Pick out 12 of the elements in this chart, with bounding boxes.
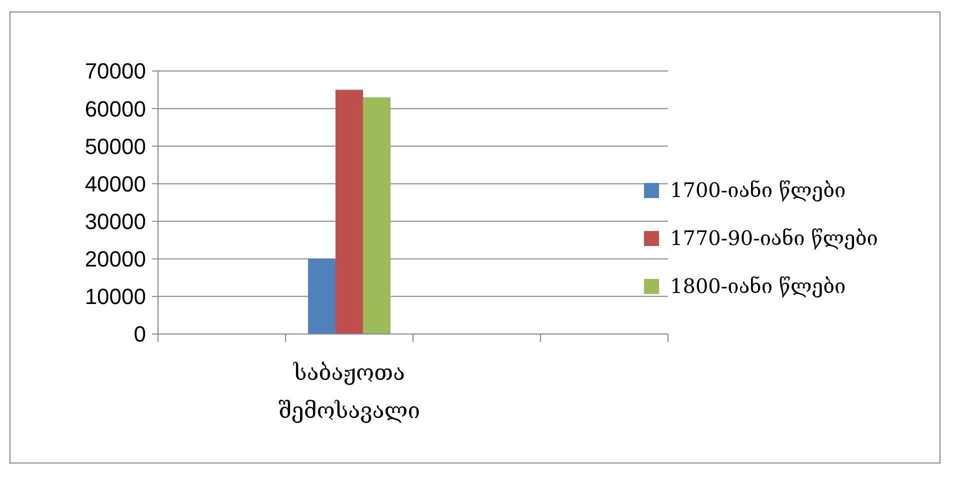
y-tick-label: 0 bbox=[134, 322, 146, 347]
y-tick-label: 40000 bbox=[84, 171, 146, 196]
legend-label: 1700-იანი წლები bbox=[670, 178, 846, 202]
y-tick-label: 30000 bbox=[84, 208, 146, 234]
y-tick-label: 60000 bbox=[84, 96, 146, 122]
y-tick-label: 20000 bbox=[84, 246, 146, 272]
y-tick-label: 10000 bbox=[84, 284, 146, 310]
legend-label: 1800-იანი წლები bbox=[670, 274, 846, 298]
legend-label: 1770-90-იანი წლები bbox=[670, 226, 878, 250]
y-tick-label: 50000 bbox=[84, 134, 146, 159]
x-tick-label: საბაჟოთა შემოსავალი bbox=[278, 361, 420, 424]
y-tick-label: 70000 bbox=[84, 58, 146, 84]
